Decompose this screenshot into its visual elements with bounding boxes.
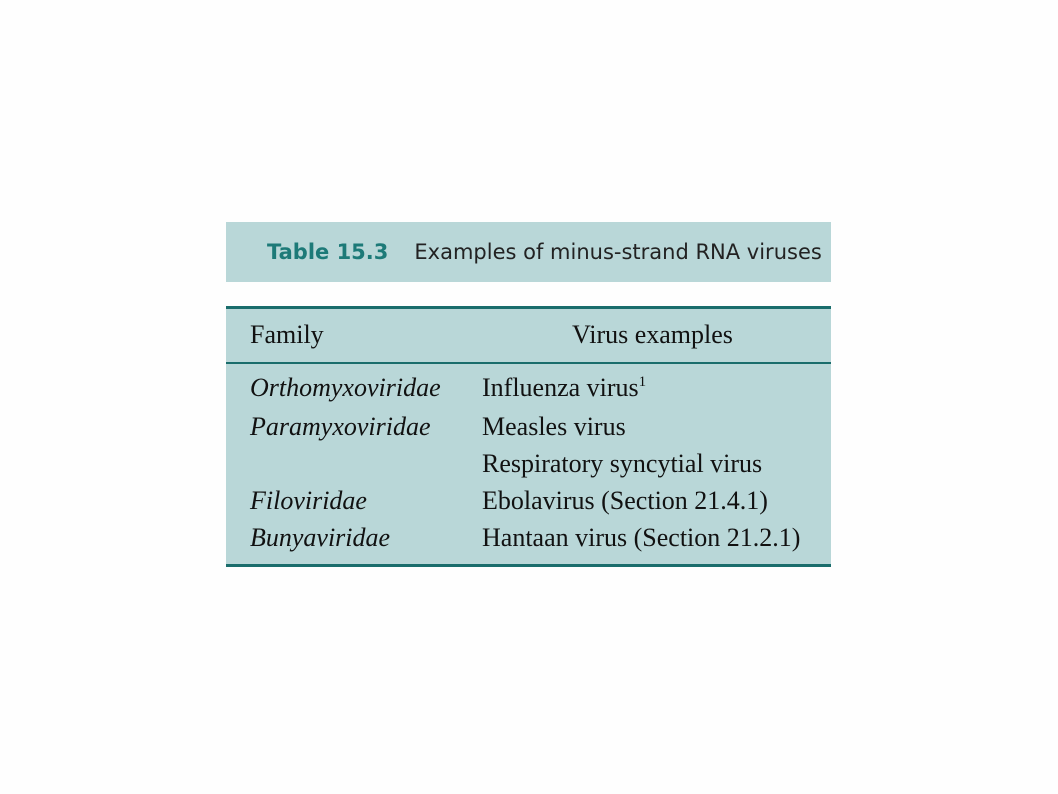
table-row: Bunyaviridae Hantaan virus (Section 21.2… xyxy=(226,523,831,559)
family-cell: Paramyxoviridae xyxy=(250,412,431,441)
table-number: Table 15.3 xyxy=(267,240,389,264)
virus-cell: Measles virus xyxy=(482,412,626,441)
virus-cell: Influenza virus1 xyxy=(482,373,646,403)
virus-text: Influenza virus xyxy=(482,373,639,402)
family-cell: Orthomyxoviridae xyxy=(250,373,441,402)
virus-cell: Respiratory syncytial virus xyxy=(482,449,763,478)
family-cell: Filoviridae xyxy=(250,486,367,515)
header-virus-examples: Virus examples xyxy=(572,320,733,349)
table-row: Filoviridae Ebolavirus (Section 21.4.1) xyxy=(226,486,831,522)
header-family: Family xyxy=(250,320,324,349)
table-row: Paramyxoviridae Measles virus xyxy=(226,412,831,448)
table-caption: Table 15.3 Examples of minus-strand RNA … xyxy=(226,222,831,282)
footnote-marker: 1 xyxy=(638,374,647,390)
virus-table: Family Virus examples Orthomyxoviridae I… xyxy=(226,306,831,567)
table-header-row: Family Virus examples xyxy=(226,309,831,364)
table-row: Respiratory syncytial virus xyxy=(226,449,831,485)
virus-cell: Hantaan virus (Section 21.2.1) xyxy=(482,523,801,552)
virus-cell: Ebolavirus (Section 21.4.1) xyxy=(482,486,768,515)
table-row: Orthomyxoviridae Influenza virus1 xyxy=(226,373,831,409)
table-title: Examples of minus-strand RNA viruses xyxy=(414,240,822,264)
family-cell: Bunyaviridae xyxy=(250,523,391,552)
